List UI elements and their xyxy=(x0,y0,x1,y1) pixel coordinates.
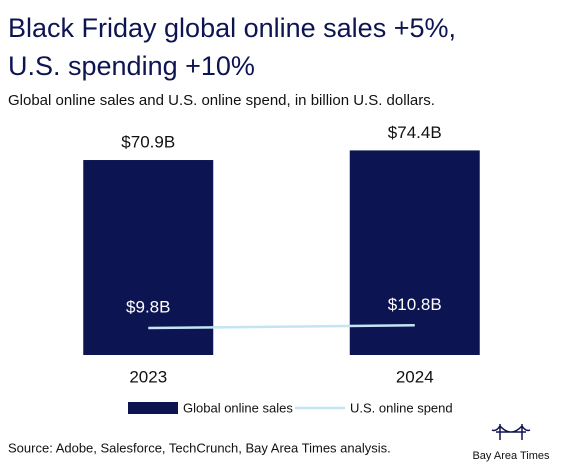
value-label: $9.8B xyxy=(126,298,170,317)
value-label: $70.9B xyxy=(121,133,175,152)
logo-icon xyxy=(491,424,531,440)
line xyxy=(148,324,415,330)
x-tick-label: 2023 xyxy=(129,367,167,386)
chart-title: U.S. spending +10% xyxy=(8,51,255,81)
chart-title: Black Friday global online sales +5%, xyxy=(8,13,456,43)
value-label: $10.8B xyxy=(388,295,442,314)
legend-swatch xyxy=(128,402,178,414)
value-label: $74.4B xyxy=(388,123,442,142)
x-tick-label: 2024 xyxy=(396,367,434,386)
legend-label: Global online sales xyxy=(183,400,293,415)
chart-subtitle: Global online sales and U.S. online spen… xyxy=(8,92,435,109)
brand: Bay Area Times xyxy=(472,450,550,462)
legend-label: U.S. online spend xyxy=(350,400,453,415)
bar xyxy=(83,160,214,355)
source: Source: Adobe, Salesforce, TechCrunch, B… xyxy=(8,440,391,455)
bar xyxy=(349,150,480,355)
